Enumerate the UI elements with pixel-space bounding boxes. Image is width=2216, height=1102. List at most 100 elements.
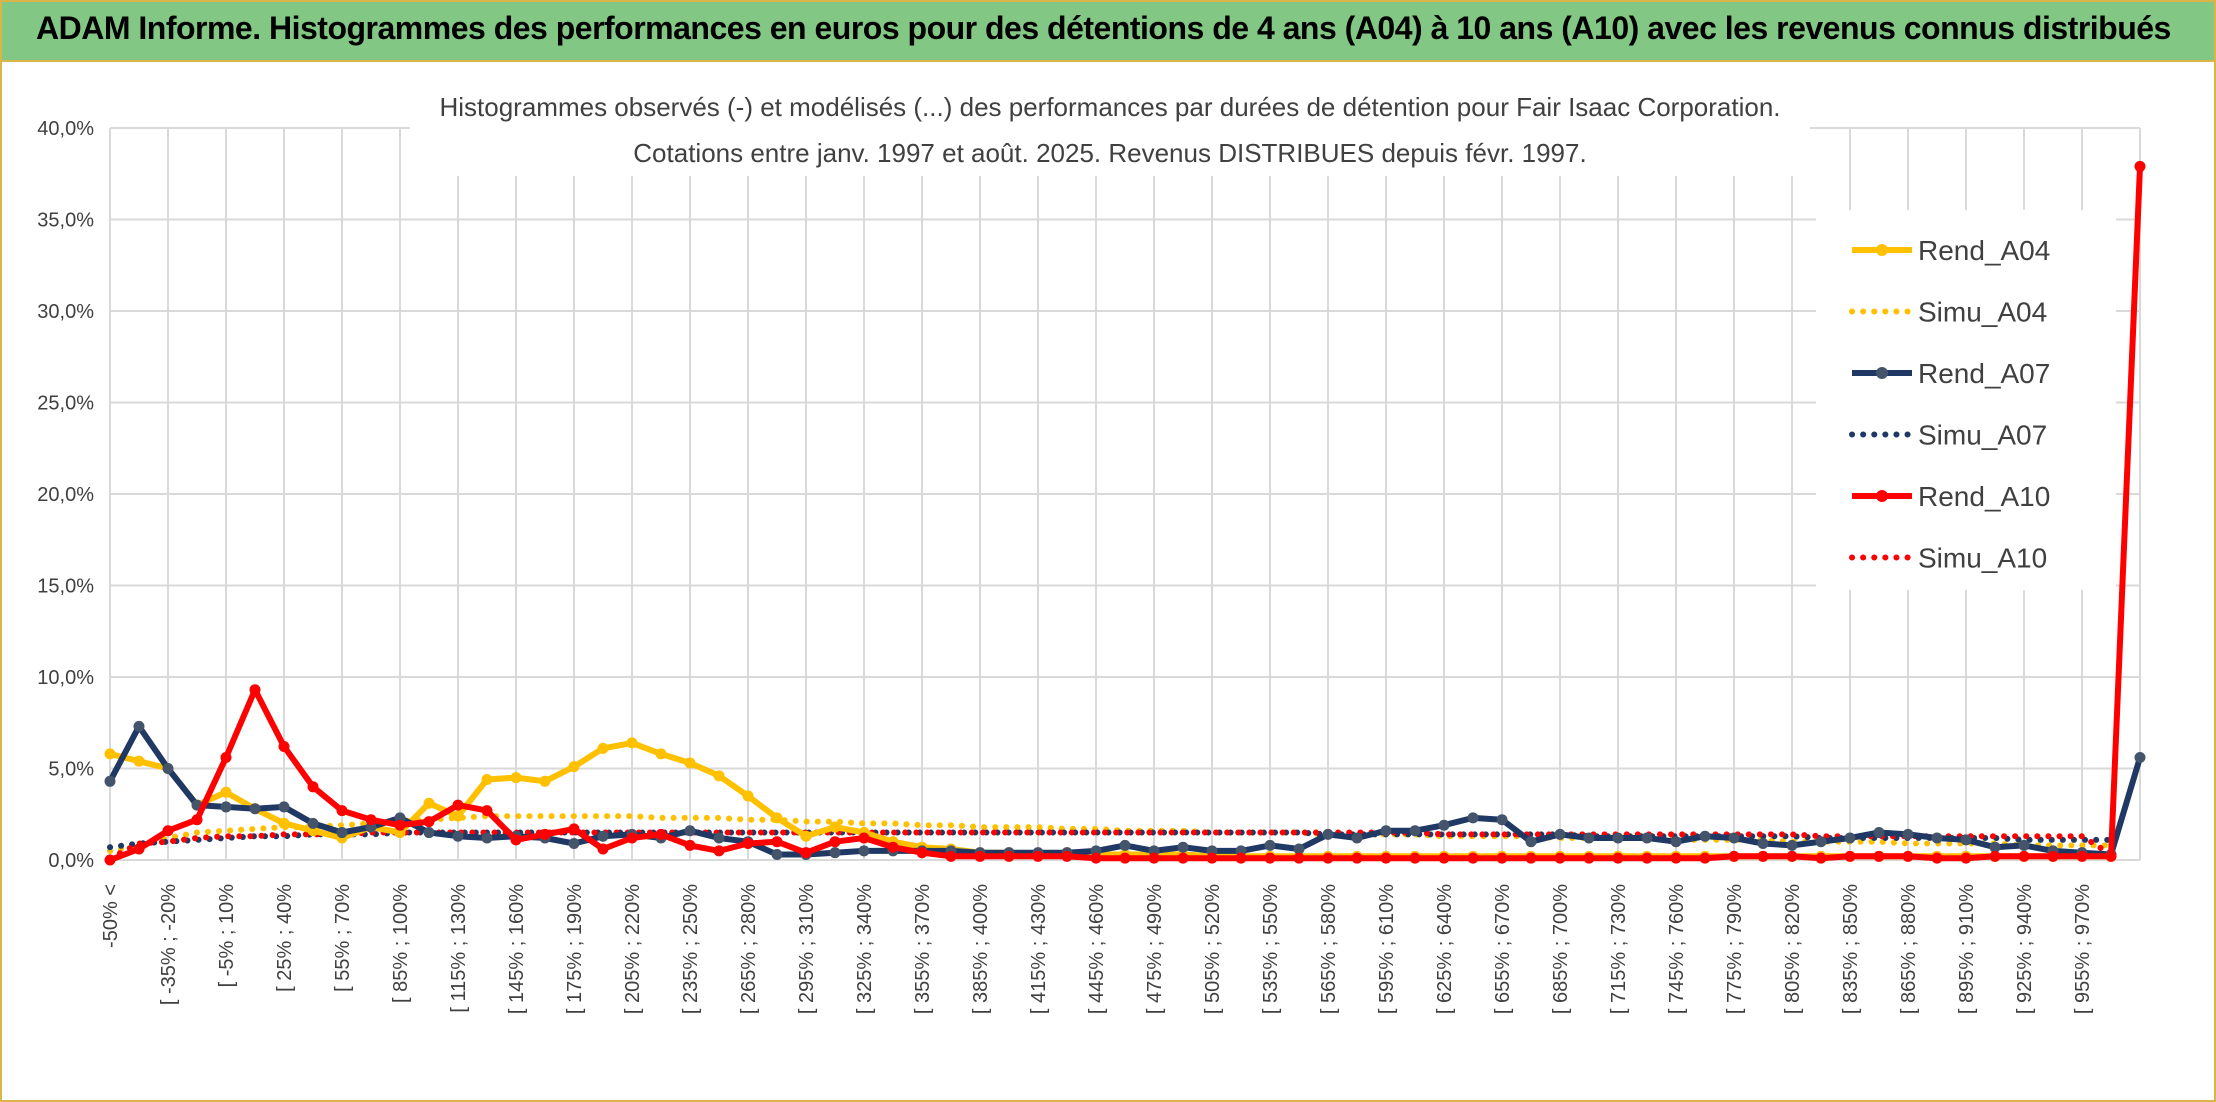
data-point-rend-a07 (1728, 832, 1740, 844)
x-axis-ticks: -50% < [ -35% ; -20% [ -5% ; 10% [ 25% ; 40… (100, 884, 2094, 1014)
data-point-rend-a10 (539, 828, 551, 840)
data-point-rend-a07 (336, 827, 348, 839)
x-tick-label: [ 805% ; 820% (1782, 884, 1804, 1014)
legend-label-rend-a07: Rend_A07 (1918, 358, 2050, 389)
data-point-rend-a10 (597, 843, 609, 855)
data-point-rend-a10 (568, 823, 580, 835)
data-point-rend-a07 (1612, 832, 1624, 844)
data-point-rend-a07 (1960, 834, 1972, 846)
data-point-rend-a10 (1554, 852, 1566, 864)
data-point-rend-a10 (1148, 852, 1160, 864)
legend: Rend_A04 Simu_A04 Rend_A07 Simu_A07 Rend_A10… (1849, 235, 2050, 574)
data-point-rend-a10 (1380, 852, 1392, 864)
x-tick-label: [ 205% ; 220% (622, 884, 644, 1014)
data-point-rend-a07 (481, 832, 493, 844)
data-point-rend-a07 (2134, 752, 2146, 764)
data-point-rend-a07 (1293, 843, 1305, 855)
data-point-rend-a04 (800, 830, 812, 842)
data-point-rend-a07 (1641, 832, 1653, 844)
legend-marker-rend-a07 (1876, 367, 1888, 379)
data-point-rend-a10 (742, 838, 754, 850)
data-point-rend-a10 (1003, 850, 1015, 862)
data-point-rend-a07 (1902, 828, 1914, 840)
data-point-rend-a10 (307, 781, 319, 793)
y-tick-label: 20,0% (37, 484, 94, 506)
data-point-rend-a07 (1554, 828, 1566, 840)
data-point-rend-a07 (597, 830, 609, 842)
x-tick-label: [ 565% ; 580% (1318, 884, 1340, 1014)
data-point-rend-a10 (1235, 852, 1247, 864)
data-point-rend-a04 (684, 757, 696, 769)
data-point-rend-a07 (220, 801, 232, 813)
data-point-rend-a07 (1844, 832, 1856, 844)
data-point-rend-a04 (597, 742, 609, 754)
x-tick-label: [ 55% ; 70% (332, 884, 354, 992)
report-banner: ADAM Informe. Histogrammes des performan… (2, 2, 2214, 62)
y-axis-ticks: 0,0% 5,0% 10,0% 15,0% 20,0% 25,0% 30,0% 35,0% 40… (37, 118, 94, 872)
data-point-rend-a07 (1873, 827, 1885, 839)
data-point-rend-a04 (829, 821, 841, 833)
data-point-rend-a10 (1090, 852, 1102, 864)
x-tick-label: [ 925% ; 940% (2014, 884, 2036, 1014)
y-tick-label: 40,0% (37, 118, 94, 140)
data-point-rend-a07 (713, 832, 725, 844)
x-tick-label: [ -35% ; -20% (158, 884, 180, 1005)
x-tick-label: [ 235% ; 250% (680, 884, 702, 1014)
data-point-rend-a04 (220, 786, 232, 798)
data-point-rend-a04 (278, 817, 290, 829)
data-point-rend-a07 (1525, 836, 1537, 848)
data-point-rend-a07 (858, 845, 870, 857)
data-point-rend-a10 (1438, 852, 1450, 864)
data-point-rend-a07 (1119, 839, 1131, 851)
data-point-rend-a07 (104, 775, 116, 787)
data-point-rend-a04 (539, 775, 551, 787)
data-point-rend-a10 (1583, 852, 1595, 864)
data-point-rend-a07 (1786, 839, 1798, 851)
data-point-rend-a10 (1786, 850, 1798, 862)
data-point-rend-a07 (829, 847, 841, 859)
data-point-rend-a10 (2018, 850, 2030, 862)
x-tick-label: [ -5% ; 10% (216, 884, 238, 988)
y-tick-label: 30,0% (37, 301, 94, 323)
data-point-rend-a10 (220, 752, 232, 764)
x-tick-label: [ 715% ; 730% (1608, 884, 1630, 1014)
data-point-rend-a04 (771, 812, 783, 824)
data-point-rend-a07 (1467, 812, 1479, 824)
data-point-rend-a07 (684, 825, 696, 837)
data-point-rend-a07 (249, 803, 261, 815)
data-point-rend-a10 (191, 814, 203, 826)
data-point-rend-a07 (1438, 819, 1450, 831)
legend-label-simu-a10: Simu_A10 (1918, 543, 2047, 574)
x-tick-label: [ 895% ; 910% (1956, 884, 1978, 1014)
data-point-rend-a10 (945, 850, 957, 862)
data-point-rend-a10 (2105, 850, 2117, 862)
data-point-rend-a04 (655, 748, 667, 760)
legend-background (1816, 210, 2116, 590)
data-point-rend-a10 (1525, 852, 1537, 864)
y-tick-label: 25,0% (37, 393, 94, 415)
legend-label-rend-a04: Rend_A04 (1918, 235, 2050, 266)
x-tick-label: [ 355% ; 370% (912, 884, 934, 1014)
data-point-rend-a10 (1496, 852, 1508, 864)
chart-subtitle: Cotations entre janv. 1997 et août. 2025… (633, 138, 1586, 168)
data-point-rend-a07 (278, 801, 290, 813)
x-tick-label: [ 115% ; 130% (448, 884, 470, 1013)
data-point-rend-a04 (568, 761, 580, 773)
data-point-rend-a07 (771, 849, 783, 861)
data-point-rend-a07 (1409, 825, 1421, 837)
x-tick-label: [ 265% ; 280% (738, 884, 760, 1014)
data-point-rend-a10 (1264, 852, 1276, 864)
data-point-rend-a10 (1931, 852, 1943, 864)
x-tick-label: [ 835% ; 850% (1840, 884, 1862, 1014)
chart-title: Histogrammes observés (-) et modélisés (… (439, 92, 1780, 122)
data-point-rend-a10 (626, 832, 638, 844)
data-point-rend-a10 (1322, 852, 1334, 864)
data-point-rend-a10 (1815, 852, 1827, 864)
data-point-rend-a10 (2134, 160, 2146, 172)
report-title: ADAM Informe. Histogrammes des performan… (36, 10, 2171, 46)
data-point-rend-a10 (858, 832, 870, 844)
x-tick-label: [ 865% ; 880% (1898, 884, 1920, 1014)
data-point-rend-a04 (742, 790, 754, 802)
x-tick-label: [ 445% ; 460% (1086, 884, 1108, 1014)
data-point-rend-a10 (1206, 852, 1218, 864)
